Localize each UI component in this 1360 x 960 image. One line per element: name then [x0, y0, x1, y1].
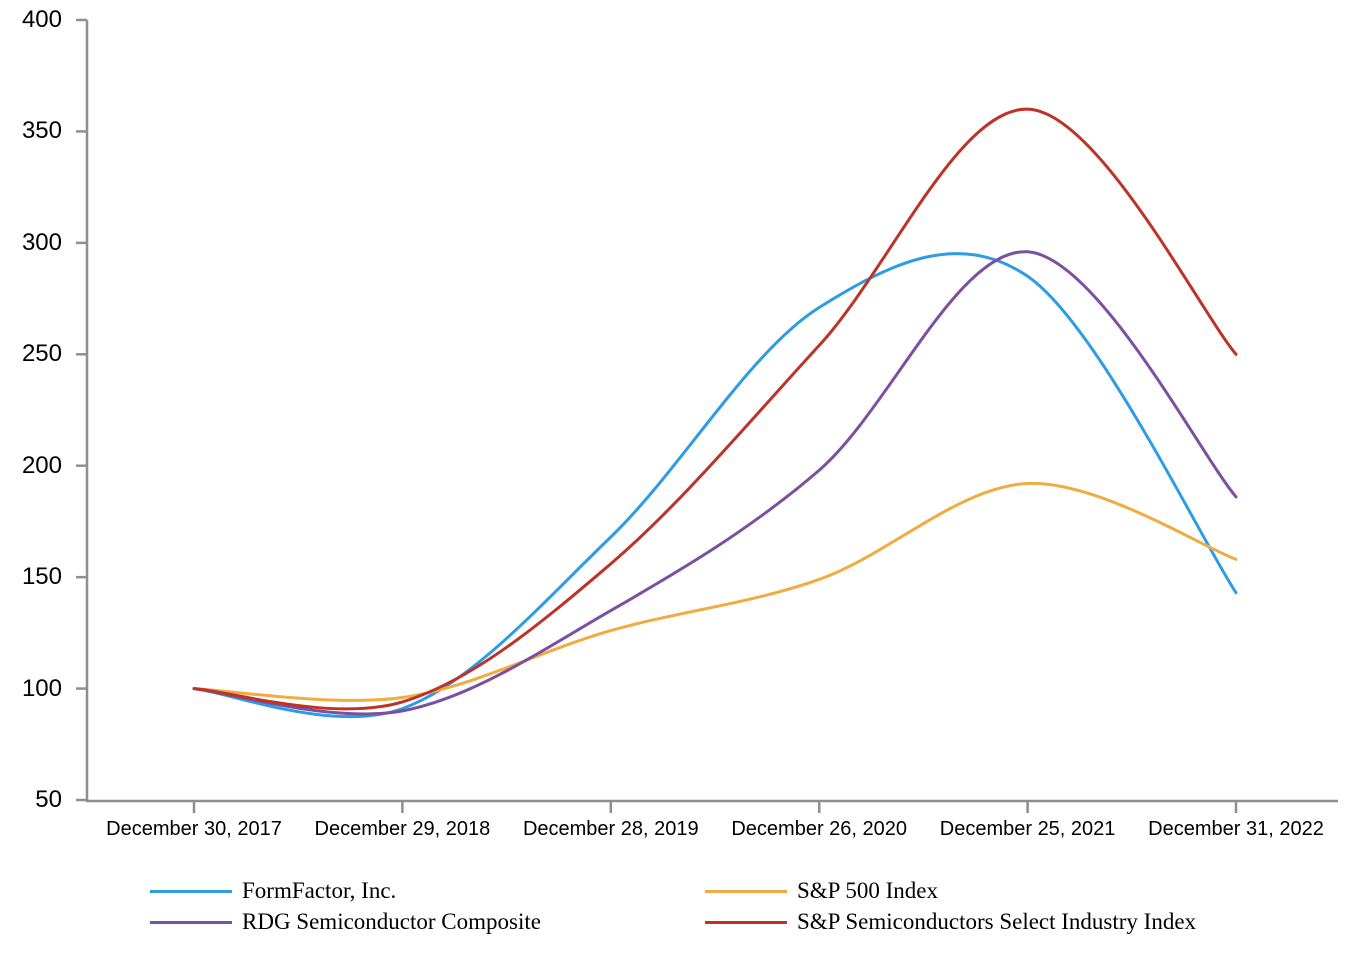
y-tick-label: 100 [21, 674, 62, 702]
legend-label-formfactor: FormFactor, Inc. [242, 878, 397, 903]
legend-item-rdg: RDG Semiconductor Composite [150, 909, 705, 935]
x-tick-label: December 30, 2017 [106, 818, 282, 840]
legend-line-sp500-icon [705, 889, 787, 893]
series-line-s-p-500-index [192, 481, 1238, 702]
x-tick-label: December 26, 2020 [731, 818, 908, 840]
x-tick-label: December 25, 2021 [939, 818, 1116, 840]
y-tick-label: 150 [21, 563, 62, 591]
y-tick-label: 350 [21, 117, 62, 145]
legend-item-spsemi: S&P Semiconductors Select Industry Index [705, 909, 1196, 935]
y-tick-label: 50 [35, 786, 62, 813]
x-tick-label: December 31, 2022 [1148, 818, 1324, 840]
series-line-formfactor-inc [192, 252, 1238, 719]
legend-line-formfactor-icon [150, 889, 232, 893]
legend-label-rdg: RDG Semiconductor Composite [242, 909, 541, 934]
legend: FormFactor, Inc. S&P 500 Index RDG Semic… [150, 878, 1196, 935]
series-line-rdg-semiconductor-composite [192, 250, 1238, 716]
legend-item-sp500: S&P 500 Index [705, 878, 1196, 904]
y-tick-label: 300 [21, 228, 62, 256]
legend-item-formfactor: FormFactor, Inc. [150, 878, 705, 904]
x-tick-label: December 29, 2018 [314, 818, 491, 840]
series-line-s-p-semiconductors-select-industry-index [192, 107, 1238, 711]
legend-line-rdg-icon [150, 920, 232, 924]
legend-label-spsemi: S&P Semiconductors Select Industry Index [797, 909, 1197, 934]
y-tick-label: 250 [21, 340, 62, 368]
x-tick-label: December 28, 2019 [522, 818, 699, 840]
legend-line-spsemi-icon [705, 920, 787, 924]
legend-label-sp500: S&P 500 Index [797, 878, 938, 903]
y-tick-label: 400 [21, 6, 62, 33]
y-tick-label: 200 [21, 451, 62, 479]
